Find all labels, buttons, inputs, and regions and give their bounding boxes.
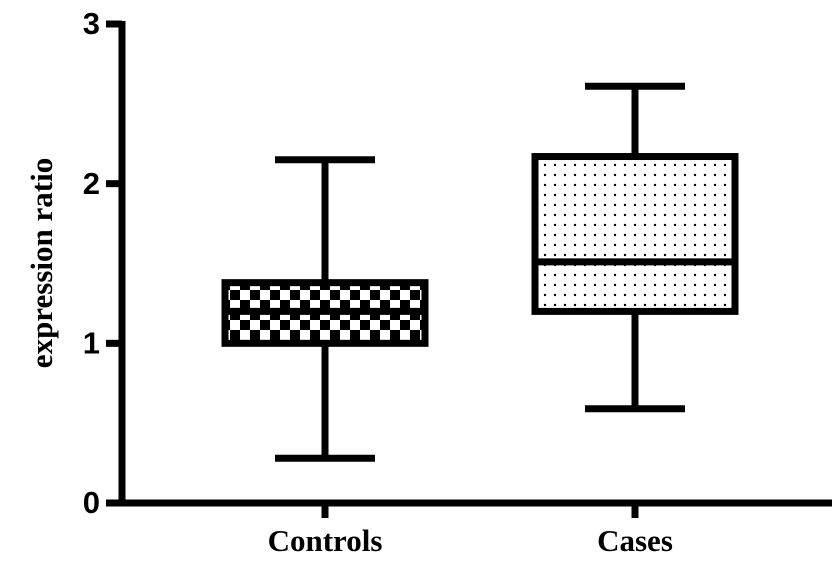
y-tick-label: 2 xyxy=(83,166,100,201)
y-tick-label: 3 xyxy=(83,6,100,41)
box xyxy=(531,153,739,315)
y-axis-label: expression ratio xyxy=(24,158,59,368)
y-tick-label: 1 xyxy=(83,326,100,361)
x-tick-label: Controls xyxy=(268,523,383,558)
x-tick-label: Cases xyxy=(597,523,673,558)
y-tick-label: 0 xyxy=(83,485,100,520)
